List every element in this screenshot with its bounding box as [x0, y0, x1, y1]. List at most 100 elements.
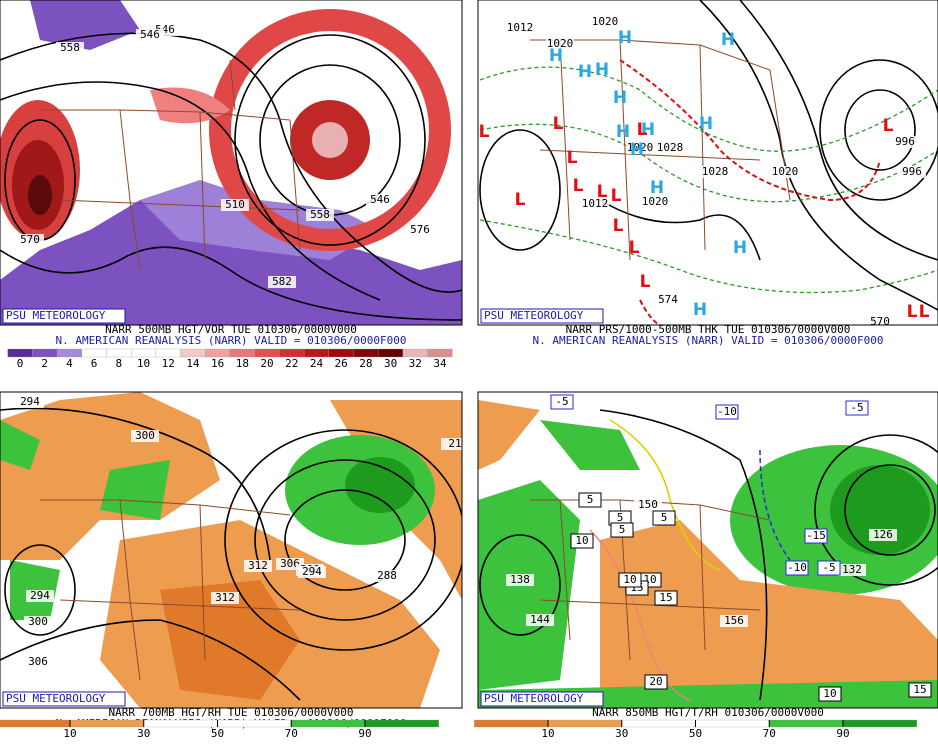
- colorbar-label: 6: [91, 357, 98, 370]
- temp-label-box: [618, 572, 642, 588]
- contour-label: 574: [658, 293, 678, 306]
- high-symbol: H: [650, 178, 664, 198]
- contour-label-bg: [373, 570, 401, 582]
- low-symbol: L: [479, 122, 490, 142]
- low-symbol: L: [573, 176, 584, 196]
- contour-label: 1020: [772, 165, 799, 178]
- high-symbol: H: [549, 46, 563, 66]
- contour-label: 546: [370, 193, 390, 206]
- contour-label-bg: [720, 615, 748, 627]
- colorbar-label: 26: [335, 357, 348, 370]
- watermark: PSU METEOROLOGY: [484, 309, 584, 322]
- contour-label: 510: [225, 198, 245, 211]
- high-symbol: H: [616, 122, 630, 142]
- temp-label-box: [715, 404, 739, 420]
- colorbar-label: 90: [358, 727, 371, 740]
- contour-label: 132: [842, 563, 862, 576]
- temp-label-box: [845, 400, 869, 416]
- contour-label-bg: [131, 430, 159, 442]
- low-symbol: L: [553, 114, 564, 134]
- temp-label: -10: [717, 405, 737, 418]
- colorbar-label: 30: [615, 727, 628, 740]
- contour-label-bg: [506, 22, 534, 34]
- colorbar-swatch: [695, 719, 770, 728]
- watermark-box: [2, 691, 126, 707]
- contour-label: 582: [272, 275, 292, 288]
- contour-label-bg: [869, 529, 897, 541]
- colorbar-label: 20: [260, 357, 273, 370]
- caption: NARR 500MB HGT/VOR TUE 010306/0000V000: [105, 323, 357, 336]
- low-symbol: L: [640, 272, 651, 292]
- map-slp: [478, 0, 938, 325]
- contour-label-bg: [656, 142, 684, 154]
- low-symbol: L: [613, 216, 624, 236]
- contour-label-bg: [16, 234, 44, 246]
- colorbar-swatch: [254, 348, 280, 358]
- panel-frame: [477, 0, 938, 326]
- low-symbol: L: [515, 190, 526, 210]
- temp-label: 15: [659, 591, 672, 604]
- contour-label: 126: [873, 528, 893, 541]
- contour-label-bg: [898, 166, 926, 178]
- colorbar-label: 30: [137, 727, 150, 740]
- contour-label: 306: [28, 655, 48, 668]
- contour-label: 996: [895, 135, 915, 148]
- contour-label: 570: [20, 233, 40, 246]
- colorbar-swatch: [328, 348, 354, 358]
- contour-label-bg: [306, 209, 334, 221]
- colorbar-label: 70: [285, 727, 298, 740]
- temp-label-box: [652, 510, 676, 526]
- temp-label: 20: [649, 675, 662, 688]
- temp-label: 10: [823, 687, 836, 700]
- colorbar-swatch: [131, 348, 157, 358]
- contour-label: 150: [638, 498, 658, 511]
- high-symbol: H: [733, 238, 747, 258]
- panel-frame: [0, 0, 463, 326]
- contour-label: 1020: [627, 141, 654, 154]
- contour-label: 300: [135, 429, 155, 442]
- watermark: PSU METEOROLOGY: [484, 692, 584, 705]
- temp-label-box: [818, 686, 842, 702]
- contour-label-bg: [641, 196, 669, 208]
- high-symbol: H: [613, 88, 627, 108]
- colorbar-swatch: [353, 348, 379, 358]
- colorbar-swatch: [378, 348, 404, 358]
- colorbar-swatch: [427, 348, 453, 358]
- contour-label: 1020: [592, 15, 619, 28]
- contour-label-bg: [771, 166, 799, 178]
- colorbar-swatch: [155, 348, 181, 358]
- contour-label-bg: [634, 499, 662, 511]
- contour-label-bg: [546, 38, 574, 50]
- contour-label-bg: [891, 136, 919, 148]
- low-symbol: L: [629, 238, 640, 258]
- contour-label-bg: [581, 198, 609, 210]
- colorbar-label: 30: [384, 357, 397, 370]
- contour-label-bg: [366, 194, 394, 206]
- contour-label: 996: [902, 165, 922, 178]
- contour-label-bg: [221, 199, 249, 211]
- temp-label: 5: [617, 511, 624, 524]
- caption: NARR PRS/1000-500MB THK TUE 010306/0000V…: [566, 323, 851, 336]
- contour-label: 1028: [657, 141, 684, 154]
- contour-label: 1028: [702, 165, 729, 178]
- colorbar-label: 10: [63, 727, 76, 740]
- low-symbol: L: [919, 302, 930, 322]
- contour-label: 1020: [642, 195, 669, 208]
- temp-label: 5: [587, 493, 594, 506]
- watermark: PSU METEOROLOGY: [6, 309, 106, 322]
- map-850mb: [478, 392, 938, 708]
- contour-label: 312: [248, 559, 268, 572]
- contour-label: 288: [377, 569, 397, 582]
- watermark: PSU METEOROLOGY: [6, 692, 106, 705]
- caption: NARR 850MB HGT/T/RH 010306/0000V000: [592, 706, 824, 719]
- colorbar-label: 10: [137, 357, 150, 370]
- contour-label: 1020: [547, 37, 574, 50]
- watermark-box: [2, 308, 126, 324]
- contour-label-bg: [24, 656, 52, 668]
- contour-label: 558: [60, 41, 80, 54]
- colorbar-label: 4: [66, 357, 73, 370]
- contour-label-bg: [298, 566, 326, 578]
- contour-label-bg: [838, 564, 866, 576]
- colorbar-swatch: [205, 348, 231, 358]
